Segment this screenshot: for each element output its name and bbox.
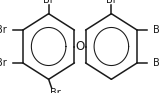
Text: Br: Br xyxy=(153,25,160,35)
Text: Br: Br xyxy=(43,0,54,5)
Text: Br: Br xyxy=(106,0,117,5)
Text: Br: Br xyxy=(50,88,60,93)
Text: Br: Br xyxy=(153,58,160,68)
Text: Br: Br xyxy=(0,25,7,35)
Text: O: O xyxy=(75,40,85,53)
Text: Br: Br xyxy=(0,58,7,68)
